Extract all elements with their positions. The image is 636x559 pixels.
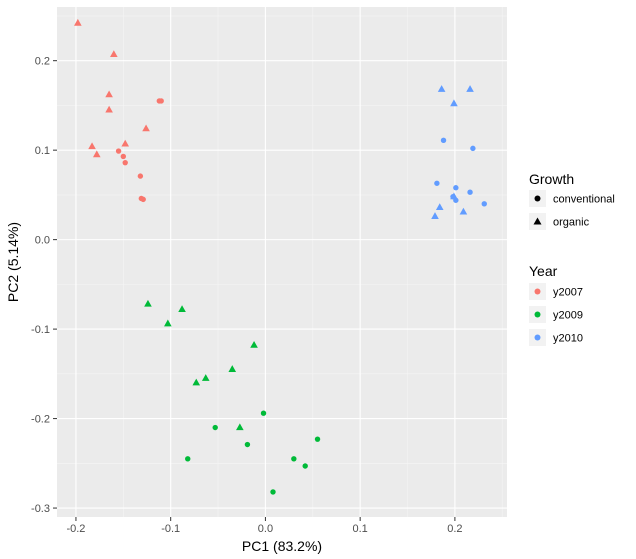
point-y2009-organic xyxy=(192,378,201,386)
point-y2009-organic xyxy=(250,341,258,348)
legend-growth-label: organic xyxy=(553,217,590,229)
point-y2007-organic xyxy=(142,124,150,132)
point-y2010-conventional xyxy=(470,145,476,152)
point-y2009-conventional xyxy=(244,441,251,448)
point-y2010-conventional xyxy=(434,180,440,186)
legend-growth: Growth conventional organic xyxy=(529,171,615,230)
point-y2009-organic xyxy=(178,305,186,313)
legend-year-key-green-dot-icon xyxy=(534,311,541,318)
point-y2010-conventional xyxy=(453,197,459,203)
point-y2010-organic xyxy=(435,203,444,211)
point-y2007-organic xyxy=(121,139,130,147)
point-y2007-conventional xyxy=(140,196,146,203)
point-y2009-conventional xyxy=(260,410,267,416)
legend-growth-title: Growth xyxy=(529,171,574,187)
point-y2009-organic xyxy=(164,319,172,327)
point-y2010-conventional xyxy=(481,201,487,207)
point-y2007-conventional xyxy=(120,153,127,160)
point-y2009-conventional xyxy=(314,436,321,442)
y-tick-label: -0.2 xyxy=(31,414,50,426)
y-axis-ticks: -0.3 -0.2 -0.1 0.0 0.1 0.2 xyxy=(31,56,57,515)
x-tick-label: -0.1 xyxy=(161,523,180,535)
point-y2007-organic xyxy=(88,142,96,150)
point-y2010-conventional xyxy=(467,189,473,195)
point-y2007-conventional xyxy=(158,98,164,104)
point-y2009-organic xyxy=(144,299,152,307)
x-tick-label: -0.2 xyxy=(66,523,85,535)
point-y2007-organic xyxy=(110,50,118,58)
point-y2007-organic xyxy=(92,150,101,158)
y-axis-title: PC2 (5.14%) xyxy=(5,222,21,302)
y-tick-label: 0.0 xyxy=(35,235,50,247)
minor-gridlines xyxy=(57,7,507,517)
point-y2007-conventional xyxy=(122,159,128,166)
x-axis-title: PC1 (83.2%) xyxy=(242,538,322,554)
x-tick-label: 0.1 xyxy=(353,523,368,535)
point-y2009-conventional xyxy=(302,463,308,469)
x-axis-ticks: -0.2 -0.1 0.0 0.1 0.2 xyxy=(66,517,463,535)
y-tick-label: -0.3 xyxy=(31,503,50,515)
legend-year-key-blue-dot-icon xyxy=(534,334,541,341)
y-tick-label: 0.2 xyxy=(35,56,50,68)
y-tick-label: -0.1 xyxy=(31,324,50,336)
legend-year-title: Year xyxy=(529,263,558,279)
data-points xyxy=(74,18,487,495)
point-y2009-organic xyxy=(201,374,210,381)
point-y2010-organic xyxy=(450,99,458,107)
legend-year-key-red-dot-icon xyxy=(534,288,541,295)
point-y2007-organic xyxy=(74,18,82,26)
major-gridlines xyxy=(57,7,507,517)
point-y2007-conventional xyxy=(137,173,144,179)
x-tick-label: 0.2 xyxy=(447,523,462,535)
point-y2010-organic xyxy=(437,85,446,92)
point-y2007-organic xyxy=(105,90,113,98)
plot-panel xyxy=(57,7,507,517)
y-tick-label: 0.1 xyxy=(35,145,50,157)
legend-year-label: y2007 xyxy=(553,287,583,299)
point-y2007-organic xyxy=(105,105,113,113)
point-y2007-conventional xyxy=(115,148,122,154)
point-y2010-conventional xyxy=(440,137,447,144)
legend-growth-key-triangle-icon xyxy=(533,217,542,225)
point-y2010-conventional xyxy=(453,185,459,191)
point-y2009-conventional xyxy=(291,456,297,462)
point-y2010-organic xyxy=(431,212,439,219)
legend-year-label: y2009 xyxy=(553,310,583,322)
point-y2009-conventional xyxy=(270,489,276,495)
point-y2010-organic xyxy=(459,207,468,215)
legend-year-label: y2010 xyxy=(553,333,583,345)
point-y2009-conventional xyxy=(185,456,191,462)
legend-year: Year y2007 y2009 y2010 xyxy=(529,263,583,346)
point-y2009-organic xyxy=(228,365,237,372)
point-y2009-conventional xyxy=(212,424,218,431)
legend-growth-key-circle-icon xyxy=(534,195,541,202)
x-tick-label: 0.0 xyxy=(258,523,273,535)
point-y2009-organic xyxy=(236,423,244,431)
legend-growth-label: conventional xyxy=(553,194,615,206)
point-y2010-organic xyxy=(466,85,474,92)
